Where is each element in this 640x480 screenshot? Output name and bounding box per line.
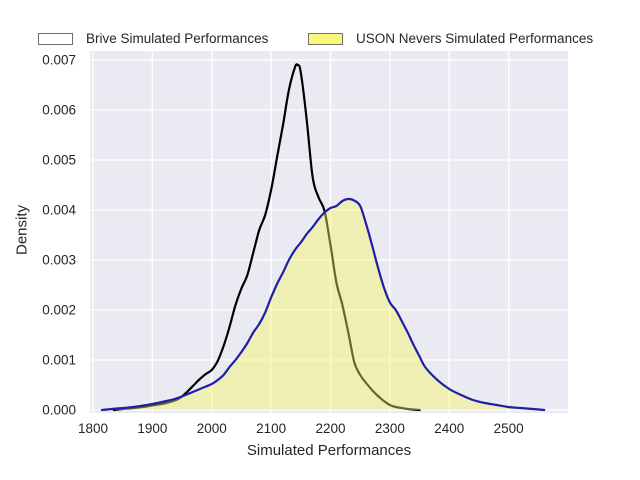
x-tick-label: 2300 [374,421,405,436]
y-tick-label: 0.007 [42,52,76,68]
y-tick-label: 0.005 [42,152,76,168]
legend-swatch-brive [38,32,73,45]
y-tick-label: 0.006 [42,102,76,118]
density-curve-1 [100,197,546,412]
legend-entry-uson-nevers: USON Nevers Simulated Performances [308,31,593,46]
x-tick-label: 2500 [493,421,524,436]
x-axis-title: Simulated Performances [246,442,412,459]
density-chart-canvas [90,51,568,413]
y-tick-label: 0.002 [42,302,76,318]
y-tick-label: 0.004 [42,202,76,218]
x-tick-label: 2200 [315,421,346,436]
x-tick-label: 1800 [77,421,108,436]
legend-label-brive: Brive Simulated Performances [86,31,269,46]
plot-area [90,51,568,413]
y-tick-label: 0.003 [42,252,76,268]
legend-entry-brive: Brive Simulated Performances [38,31,268,46]
legend-swatch-uson-nevers [308,32,343,45]
legend-label-uson-nevers: USON Nevers Simulated Performances [356,31,594,46]
x-tick-label: 2000 [196,421,227,436]
density-curve-0 [112,63,421,412]
y-tick-label: 0.000 [42,402,76,418]
x-tick-label: 2100 [256,421,287,436]
x-tick-label: 1900 [137,421,168,436]
density-area-1 [101,198,545,410]
y-tick-label: 0.001 [42,352,76,368]
x-tick-label: 2400 [434,421,465,436]
